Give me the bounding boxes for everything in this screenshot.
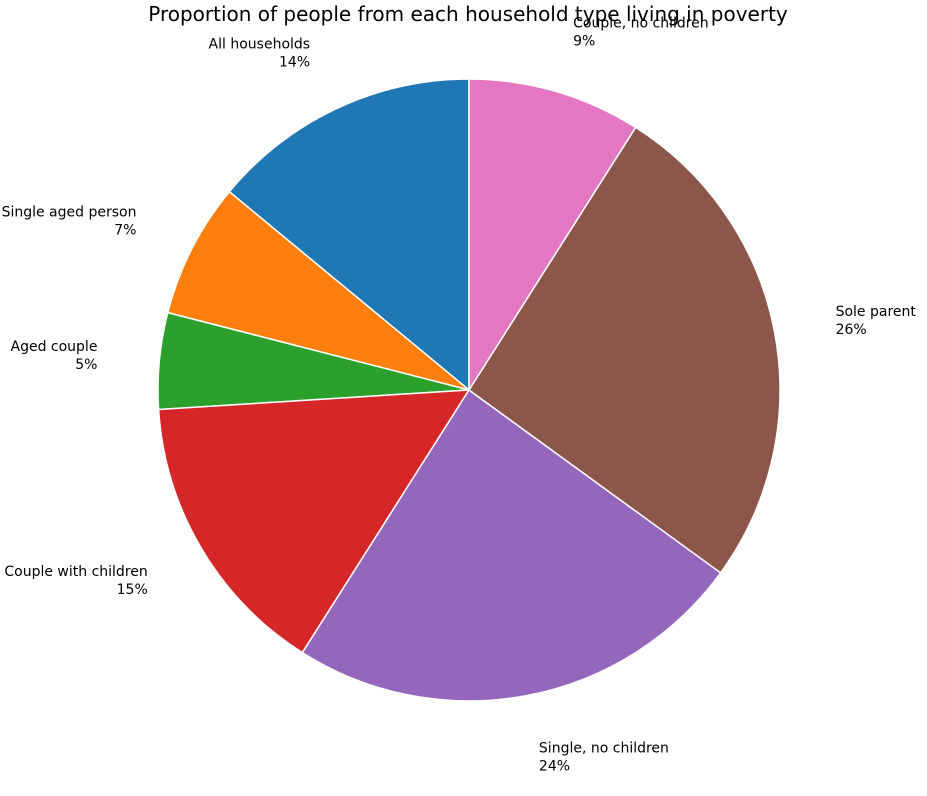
slice-percent-label: 9%	[573, 34, 595, 50]
slice-label: Single, no children	[539, 741, 669, 757]
slice-label: Couple, no children	[573, 16, 709, 32]
slice-label: Single aged person	[2, 205, 137, 221]
slice-percent-label: 26%	[836, 322, 867, 338]
slice-label: Couple with children	[4, 564, 147, 580]
pie-slice	[228, 78, 470, 391]
slice-percent-label: 5%	[75, 357, 97, 373]
slice-percent-label: 15%	[117, 582, 148, 598]
slice-label: Aged couple	[11, 339, 98, 355]
slice-percent-label: 7%	[114, 223, 136, 239]
slice-percent-label: 14%	[279, 54, 310, 70]
pie-slice	[468, 126, 781, 574]
chart-title: Proportion of people from each household…	[148, 2, 788, 26]
pie-slices	[157, 78, 781, 702]
pie-slice	[301, 389, 722, 702]
pie-slice	[167, 191, 470, 391]
pie-labels: All households 14% Single aged person 7% Age…	[2, 16, 917, 775]
pie-slice	[468, 78, 637, 391]
slice-label: Sole parent	[836, 304, 917, 320]
slice-label: All households	[209, 36, 311, 52]
pie-slice	[157, 389, 470, 654]
slice-percent-label: 24%	[539, 759, 570, 775]
